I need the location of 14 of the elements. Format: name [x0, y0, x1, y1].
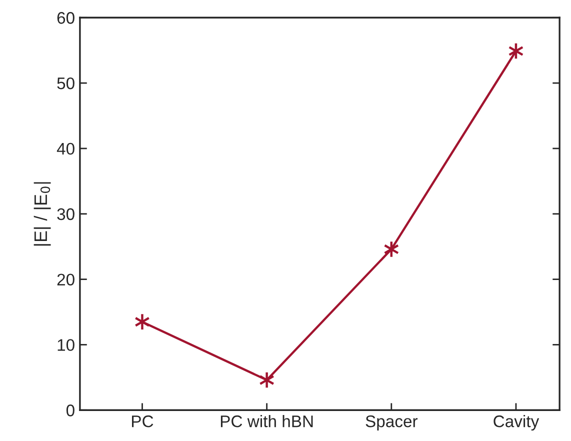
y-axis-title: |E| / |E$_{0}$| [34, 182, 51, 246]
y-tick-label: 50 [57, 77, 74, 90]
y-tick-label: 30 [57, 208, 74, 220]
y-tick-label: 0 [66, 404, 74, 416]
point [259, 371, 275, 389]
x-tick-label: Spacer [366, 415, 418, 431]
y-tick-label: 20 [57, 274, 74, 286]
y-tick-label: 60 [57, 12, 74, 24]
point [134, 313, 150, 331]
y-tick-label: 40 [56, 142, 74, 155]
x-tick-label: Cavity [494, 414, 540, 431]
y-tick-label: 10 [58, 339, 74, 351]
x-tick-label: PC with hBN [220, 414, 313, 428]
x-tick-label: PC [132, 415, 154, 428]
